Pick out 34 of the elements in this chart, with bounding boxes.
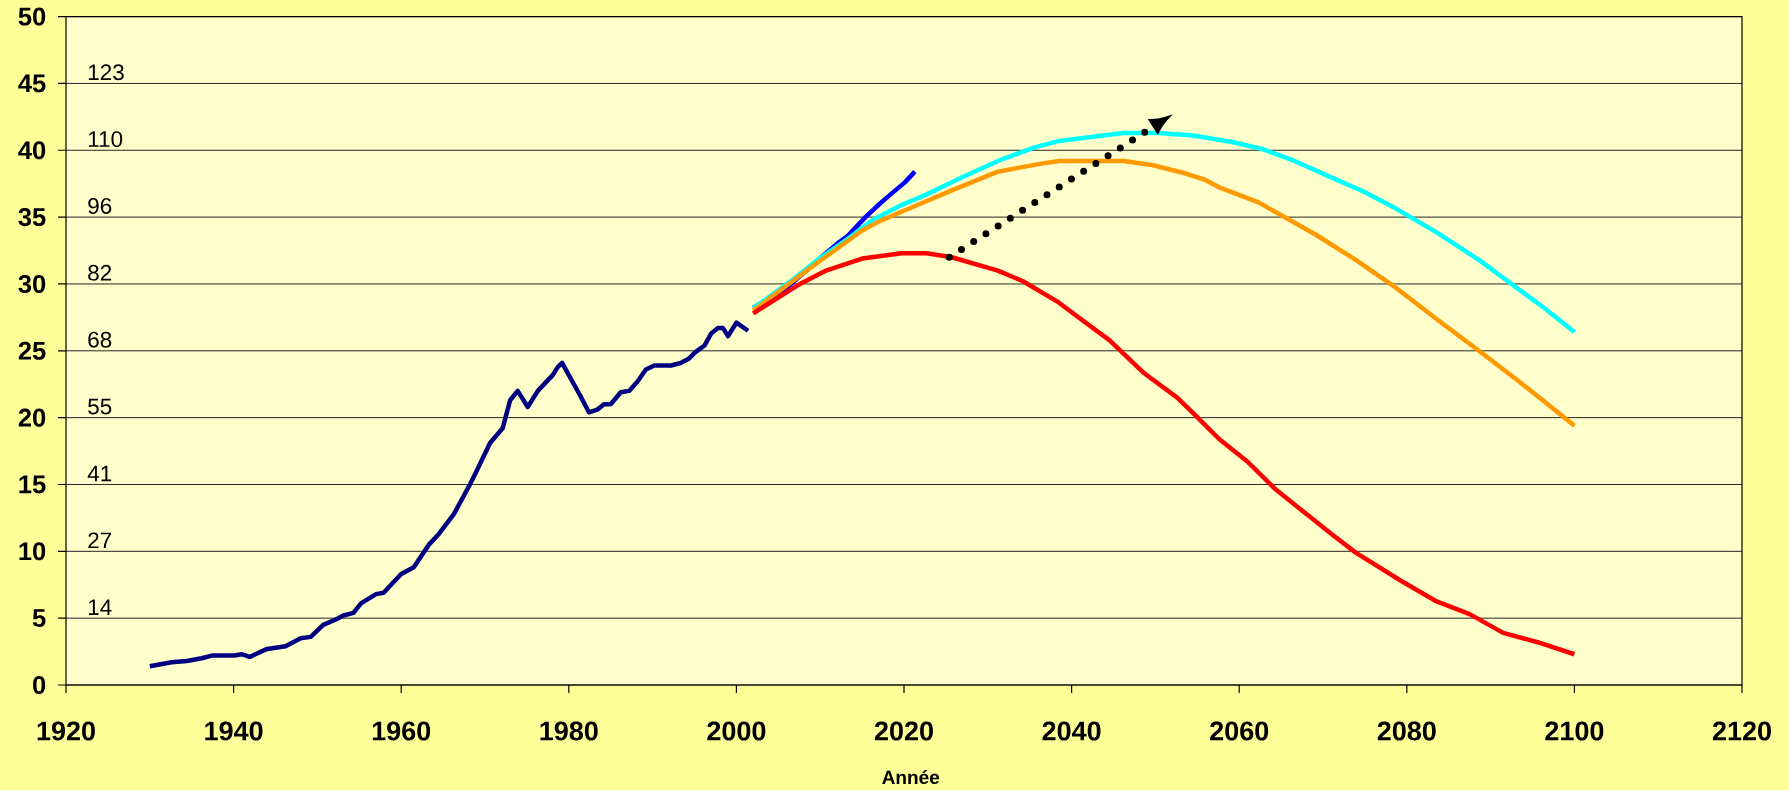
x-tick-label: 1940 xyxy=(205,721,263,741)
y-tick-label: 0 xyxy=(33,675,46,695)
y2-tick-label: 68 xyxy=(88,331,112,348)
y-tick-label: 5 xyxy=(32,609,46,628)
y2-tick-label: 82 xyxy=(88,264,112,281)
y-tick-label: 35 xyxy=(18,208,46,227)
x-tick-label: 2040 xyxy=(1042,721,1101,741)
y-tick-label: 45 xyxy=(18,74,46,93)
y-tick-label: 30 xyxy=(18,274,46,293)
x-tick-label: 2000 xyxy=(707,721,766,741)
x-tick-label: 2100 xyxy=(1545,721,1604,741)
y2-tick-label: 41 xyxy=(87,465,112,482)
y2-tick-label: 96 xyxy=(88,197,112,214)
y-tick-label: 15 xyxy=(19,475,46,494)
y-tick-label: 10 xyxy=(19,542,46,561)
y2-tick-label: 55 xyxy=(88,398,112,415)
y-tick-label: 20 xyxy=(18,408,46,427)
x-tick-label: 2080 xyxy=(1377,721,1436,741)
y2-tick-label: 123 xyxy=(88,64,124,81)
x-tick-label: 2020 xyxy=(874,721,933,741)
y-tick-label: 40 xyxy=(18,141,46,160)
x-tick-label: 2060 xyxy=(1210,721,1269,741)
line-series xyxy=(147,320,751,669)
y2-tick-label: 27 xyxy=(88,532,112,549)
x-tick-label: 1920 xyxy=(37,721,95,741)
y2-tick-label: 110 xyxy=(88,131,123,148)
x-tick-label: 1980 xyxy=(540,721,598,741)
x-tick-label: 1960 xyxy=(372,721,431,741)
y-tick-label: 25 xyxy=(18,341,46,360)
y2-tick-label: 14 xyxy=(88,599,112,615)
line-series xyxy=(750,158,1577,428)
y-tick-label: 50 xyxy=(18,7,46,26)
x-tick-label: 2120 xyxy=(1712,721,1771,741)
x-axis-title: Année xyxy=(882,769,940,785)
